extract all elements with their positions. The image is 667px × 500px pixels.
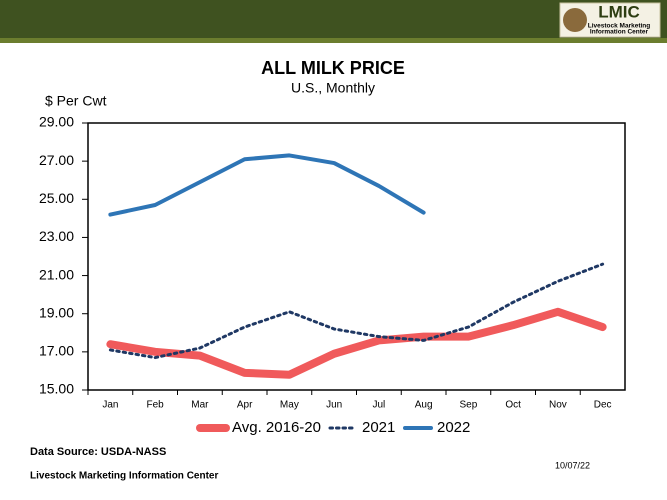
chart-title: ALL MILK PRICE: [261, 58, 405, 78]
x-tick-label: Sep: [459, 400, 477, 411]
logo-title: LMIC: [598, 2, 640, 21]
x-tick-label: Dec: [594, 400, 612, 411]
banner-stripe: [0, 38, 667, 43]
footer-date: 10/07/22: [555, 460, 590, 470]
x-tick-label: Jun: [326, 400, 342, 411]
legend-label: Avg. 2016-20: [232, 419, 321, 436]
y-tick-label: 29.00: [39, 114, 74, 130]
x-tick-label: Aug: [415, 400, 433, 411]
y-tick-label: 17.00: [39, 343, 74, 359]
chart-subtitle: U.S., Monthly: [291, 80, 375, 96]
y-tick-label: 25.00: [39, 190, 74, 206]
series-line: [108, 262, 605, 360]
x-tick-label: Oct: [505, 400, 521, 411]
logo-line: Information Center: [590, 29, 649, 36]
y-tick-label: 21.00: [39, 266, 74, 282]
y-axis-label: $ Per Cwt: [45, 93, 107, 109]
logo-icon: [563, 8, 587, 32]
x-tick-label: Apr: [237, 400, 253, 411]
x-tick-label: Mar: [191, 400, 209, 411]
x-tick-label: Jul: [372, 400, 385, 411]
series-line: [108, 153, 426, 217]
y-tick-label: 19.00: [39, 304, 74, 320]
y-tick-label: 23.00: [39, 228, 74, 244]
x-tick-label: Nov: [549, 400, 567, 411]
y-tick-label: 27.00: [39, 152, 74, 168]
series-line: [106, 307, 607, 379]
source-note: Data Source: USDA-NASS: [30, 446, 166, 458]
x-tick-label: Feb: [147, 400, 165, 411]
banner: [0, 0, 667, 38]
footer-org: Livestock Marketing Information Center: [30, 471, 218, 482]
x-tick-label: May: [280, 400, 299, 411]
legend-label: 2021: [362, 419, 395, 436]
logo-line: Livestock Marketing: [588, 23, 651, 30]
legend-label: 2022: [437, 419, 470, 436]
y-tick-label: 15.00: [39, 381, 74, 397]
x-tick-label: Jan: [102, 400, 118, 411]
